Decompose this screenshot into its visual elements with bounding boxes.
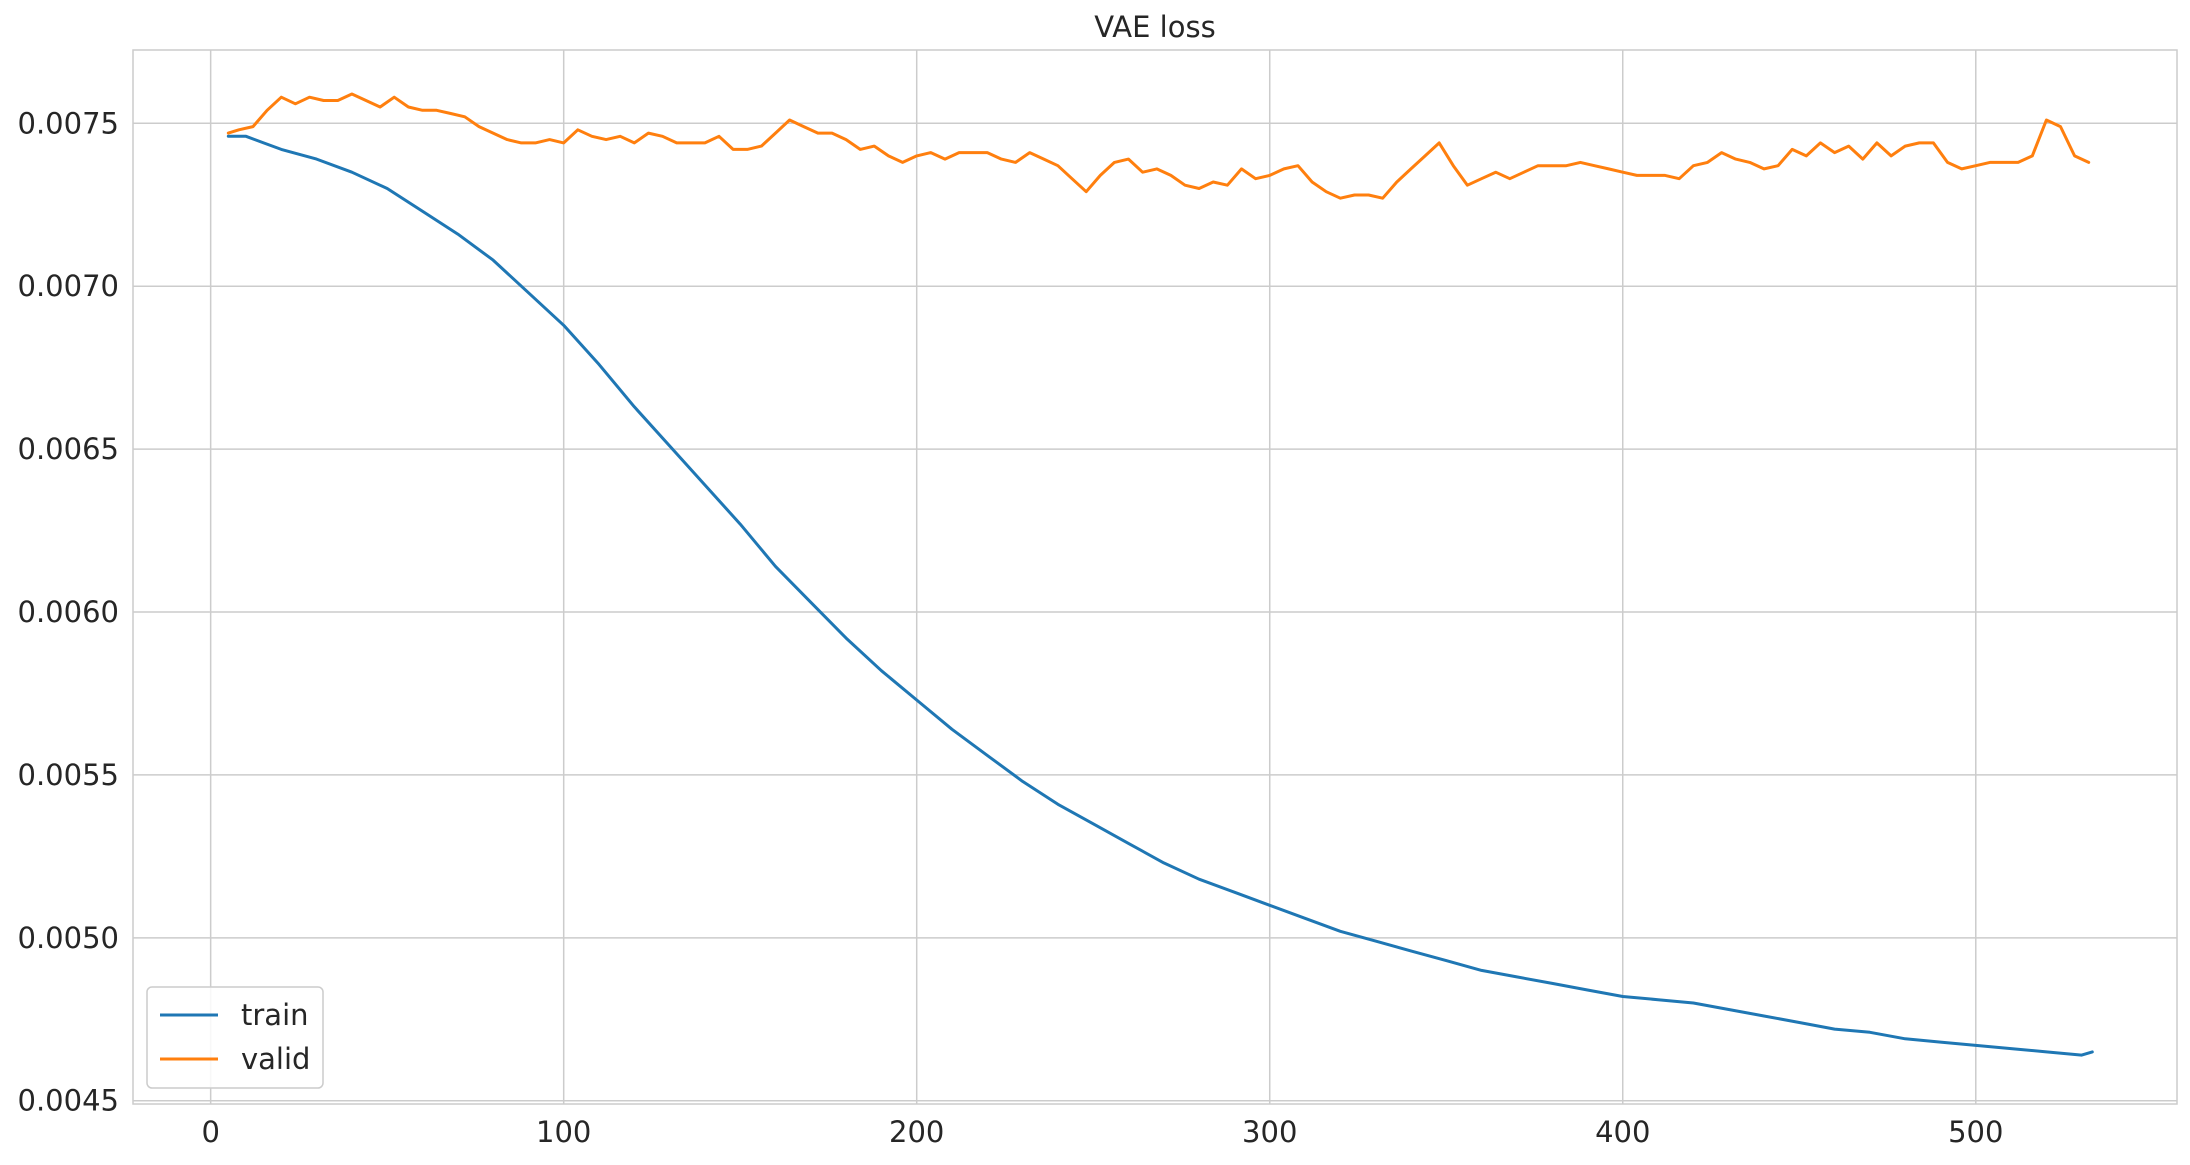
y-tick-label: 0.0075: [18, 106, 119, 140]
plot-area: [132, 49, 2178, 1105]
legend-label-valid: valid: [241, 1042, 310, 1076]
x-tick-label: 200: [889, 1115, 944, 1149]
x-tick-label: 500: [1948, 1115, 2003, 1149]
series-line-train: [226, 134, 2094, 1057]
grid: [133, 50, 2177, 1104]
x-tick-label: 400: [1595, 1115, 1650, 1149]
chart-title: VAE loss: [1094, 10, 1215, 44]
legend-label-train: train: [241, 998, 309, 1032]
legend: train valid: [146, 986, 324, 1089]
x-tick-label: 100: [536, 1115, 591, 1149]
x-tick-label: 300: [1242, 1115, 1297, 1149]
y-tick-label: 0.0060: [18, 595, 119, 629]
axis-ticks: 0 100 200 300 400 500 0.0045 0.0050 0.0055 0.0060…: [18, 106, 2004, 1149]
y-tick-label: 0.0050: [18, 921, 119, 955]
y-tick-label: 0.0055: [18, 758, 119, 792]
series-line-valid: [226, 92, 2091, 200]
x-tick-label: 0: [201, 1115, 219, 1149]
y-tick-label: 0.0065: [18, 432, 119, 466]
legend-box: [146, 986, 324, 1089]
series-lines: [226, 92, 2094, 1057]
y-tick-label: 0.0070: [18, 269, 119, 303]
y-tick-label: 0.0045: [18, 1084, 119, 1118]
